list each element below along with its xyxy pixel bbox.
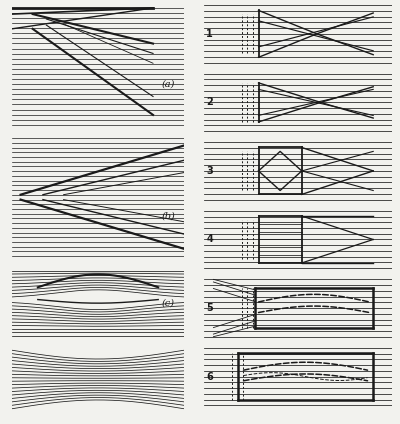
Text: 1: 1 bbox=[206, 29, 213, 39]
Text: (c): (c) bbox=[162, 298, 175, 308]
Text: (a): (a) bbox=[162, 80, 175, 89]
Text: 6: 6 bbox=[206, 371, 213, 382]
Text: (b): (b) bbox=[162, 211, 175, 220]
Text: 3: 3 bbox=[206, 166, 213, 176]
Text: 2: 2 bbox=[206, 98, 213, 107]
Text: 4: 4 bbox=[206, 234, 213, 245]
Text: 5: 5 bbox=[206, 303, 213, 313]
